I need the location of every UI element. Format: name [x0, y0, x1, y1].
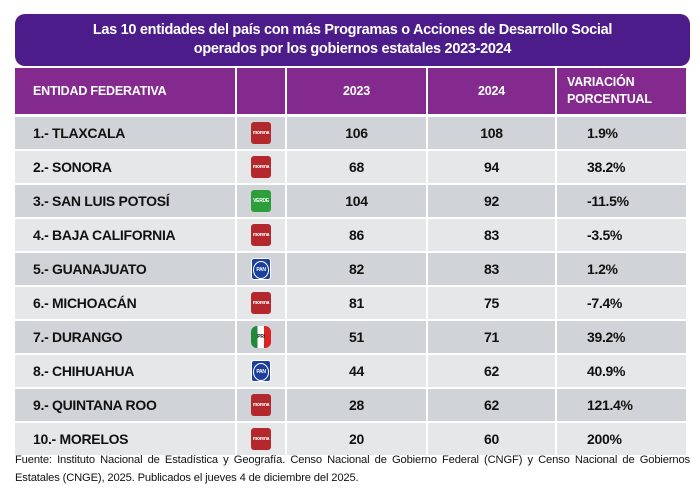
entity-name: 4.- BAJA CALIFORNIA [15, 219, 235, 253]
morena-logo-icon: morena [251, 394, 271, 416]
table-row: 5.- GUANAJUATO PAN 82 83 1.2% [15, 253, 686, 287]
party-cell: morena [237, 219, 285, 253]
title-line-2: operados por los gobiernos estatales 202… [193, 41, 512, 57]
table-row: 9.- QUINTANA ROO morena 28 62 121.4% [15, 389, 686, 423]
party-cell: morena [237, 287, 285, 321]
header-variation-line2: PORCENTUAL [567, 92, 652, 106]
pan-logo-icon: PAN [251, 360, 271, 382]
variation-percent: -7.4% [557, 287, 686, 321]
table-row: 2.- SONORA morena 68 94 38.2% [15, 151, 686, 185]
party-cell: morena [237, 151, 285, 185]
header-row: ENTIDAD FEDERATIVA 2023 2024 VARIACIÓN P… [15, 68, 686, 117]
entity-name: 9.- QUINTANA ROO [15, 389, 235, 423]
entity-name: 1.- TLAXCALA [15, 117, 235, 151]
value-2023: 44 [287, 355, 426, 389]
party-logo-text: morena [252, 402, 270, 408]
party-cell: PAN [237, 355, 285, 389]
table-row: 1.- TLAXCALA morena 106 108 1.9% [15, 117, 686, 151]
entity-name: 7.- DURANGO [15, 321, 235, 355]
header-variation: VARIACIÓN PORCENTUAL [557, 68, 686, 117]
value-2023: 106 [287, 117, 426, 151]
header-variation-line1: VARIACIÓN [567, 75, 635, 89]
value-2023: 104 [287, 185, 426, 219]
value-2023: 28 [287, 389, 426, 423]
morena-logo-icon: morena [251, 156, 271, 178]
header-entity: ENTIDAD FEDERATIVA [15, 68, 235, 117]
value-2024: 83 [428, 253, 555, 287]
pri-logo-icon: PRI [251, 326, 271, 348]
party-logo-text: PAN [253, 261, 269, 279]
party-logo-text: morena [252, 130, 270, 136]
header-party [237, 68, 285, 117]
table-row: 6.- MICHOACÁN morena 81 75 -7.4% [15, 287, 686, 321]
entity-name: 10.- MORELOS [15, 423, 235, 457]
variation-percent: 40.9% [557, 355, 686, 389]
entity-name: 6.- MICHOACÁN [15, 287, 235, 321]
party-logo-text: PRI [257, 334, 265, 340]
variation-percent: -3.5% [557, 219, 686, 253]
source-footnote: Fuente: Instituto Nacional de Estadístic… [15, 454, 690, 484]
value-2024: 92 [428, 185, 555, 219]
variation-percent: -11.5% [557, 185, 686, 219]
variation-percent: 121.4% [557, 389, 686, 423]
party-logo-text: morena [252, 232, 270, 238]
verde-logo-icon: VERDE [251, 190, 271, 212]
programs-table: ENTIDAD FEDERATIVA 2023 2024 VARIACIÓN P… [13, 68, 688, 457]
table-row: 3.- SAN LUIS POTOSÍ VERDE 104 92 -11.5% [15, 185, 686, 219]
value-2023: 20 [287, 423, 426, 457]
value-2024: 83 [428, 219, 555, 253]
party-cell: morena [237, 389, 285, 423]
value-2024: 71 [428, 321, 555, 355]
morena-logo-icon: morena [251, 428, 271, 450]
party-logo-text: morena [252, 300, 270, 306]
header-2024: 2024 [428, 68, 555, 117]
table-row: 4.- BAJA CALIFORNIA morena 86 83 -3.5% [15, 219, 686, 253]
table-row: 8.- CHIHUAHUA PAN 44 62 40.9% [15, 355, 686, 389]
value-2024: 75 [428, 287, 555, 321]
entity-name: 2.- SONORA [15, 151, 235, 185]
value-2023: 81 [287, 287, 426, 321]
variation-percent: 39.2% [557, 321, 686, 355]
entity-name: 8.- CHIHUAHUA [15, 355, 235, 389]
value-2024: 94 [428, 151, 555, 185]
pan-logo-icon: PAN [251, 258, 271, 280]
value-2023: 86 [287, 219, 426, 253]
value-2024: 108 [428, 117, 555, 151]
party-logo-text: PAN [253, 363, 269, 381]
morena-logo-icon: morena [251, 224, 271, 246]
table-title: Las 10 entidades del país con más Progra… [15, 14, 690, 66]
entity-name: 5.- GUANAJUATO [15, 253, 235, 287]
title-line-1: Las 10 entidades del país con más Progra… [92, 22, 613, 38]
party-cell: morena [237, 423, 285, 457]
value-2023: 68 [287, 151, 426, 185]
value-2024: 62 [428, 355, 555, 389]
table-row: 10.- MORELOS morena 20 60 200% [15, 423, 686, 457]
variation-percent: 200% [557, 423, 686, 457]
morena-logo-icon: morena [251, 122, 271, 144]
party-cell: PRI [237, 321, 285, 355]
party-cell: VERDE [237, 185, 285, 219]
morena-logo-icon: morena [251, 292, 271, 314]
value-2024: 60 [428, 423, 555, 457]
value-2023: 82 [287, 253, 426, 287]
value-2023: 51 [287, 321, 426, 355]
header-2023: 2023 [287, 68, 426, 117]
variation-percent: 1.2% [557, 253, 686, 287]
value-2024: 62 [428, 389, 555, 423]
variation-percent: 1.9% [557, 117, 686, 151]
table-row: 7.- DURANGO PRI 51 71 39.2% [15, 321, 686, 355]
party-logo-text: morena [252, 164, 270, 170]
party-cell: PAN [237, 253, 285, 287]
party-logo-text: morena [252, 436, 270, 442]
party-cell: morena [237, 117, 285, 151]
variation-percent: 38.2% [557, 151, 686, 185]
entity-name: 3.- SAN LUIS POTOSÍ [15, 185, 235, 219]
party-logo-text: VERDE [253, 198, 269, 204]
